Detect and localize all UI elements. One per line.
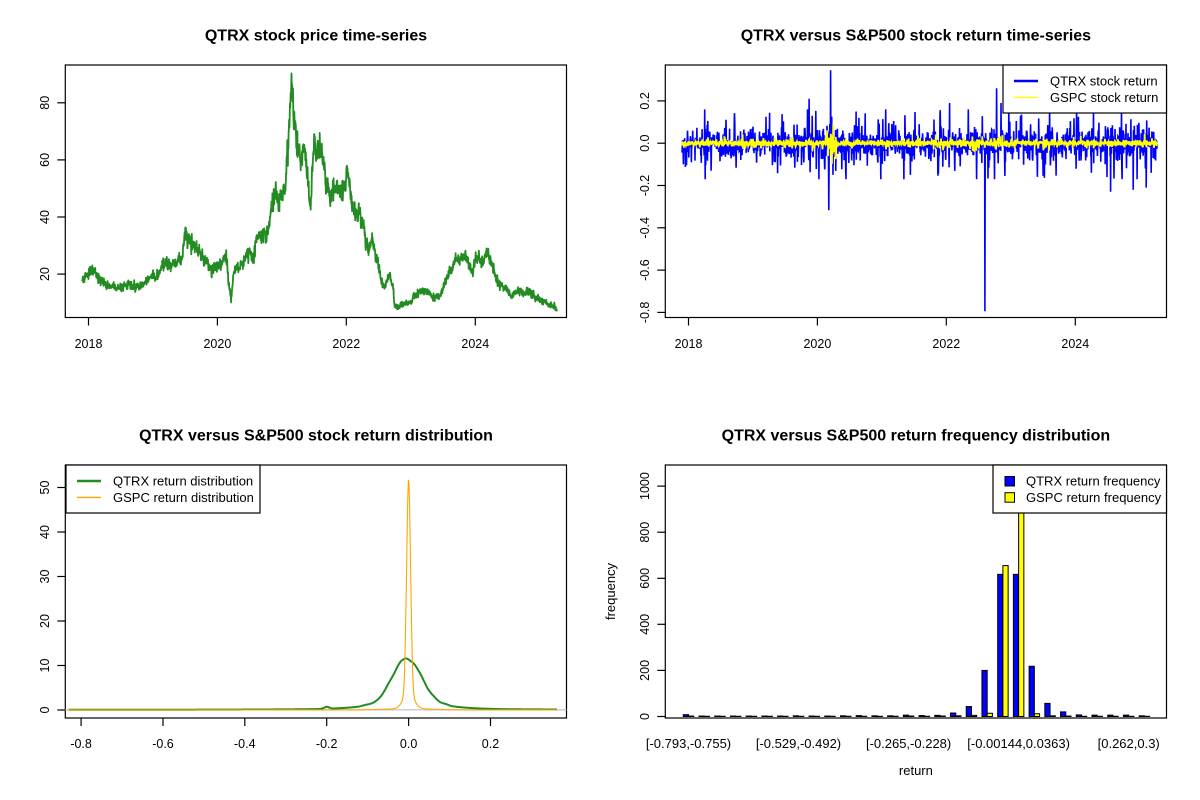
svg-text:400: 400 — [638, 614, 652, 635]
svg-text:QTRX versus S&P500 stock retur: QTRX versus S&P500 stock return time-ser… — [741, 28, 1091, 45]
svg-text:800: 800 — [638, 522, 652, 543]
svg-text:30: 30 — [38, 570, 52, 584]
svg-text:0.2: 0.2 — [638, 92, 652, 109]
svg-text:QTRX versus S&P500 stock retur: QTRX versus S&P500 stock return distribu… — [139, 428, 493, 445]
svg-text:2020: 2020 — [203, 337, 231, 351]
svg-text:-0.2: -0.2 — [316, 737, 338, 751]
svg-text:40: 40 — [38, 210, 52, 224]
svg-text:50: 50 — [38, 481, 52, 495]
svg-text:2024: 2024 — [1061, 337, 1089, 351]
svg-text:frequency: frequency — [603, 562, 618, 620]
svg-text:-0.8: -0.8 — [638, 302, 652, 324]
svg-text:return: return — [899, 763, 933, 778]
svg-text:0: 0 — [638, 713, 652, 720]
svg-text:20: 20 — [38, 267, 52, 281]
svg-text:2020: 2020 — [803, 337, 831, 351]
svg-text:[-0.265,-0.228): [-0.265,-0.228) — [866, 736, 951, 751]
svg-text:QTRX stock price time-series: QTRX stock price time-series — [205, 28, 427, 45]
svg-text:-0.2: -0.2 — [638, 175, 652, 197]
svg-text:-0.4: -0.4 — [638, 217, 652, 239]
svg-text:10: 10 — [38, 659, 52, 673]
svg-text:0.0: 0.0 — [400, 737, 417, 751]
svg-text:20: 20 — [38, 614, 52, 628]
svg-text:2022: 2022 — [932, 337, 960, 351]
svg-text:QTRX versus S&P500 return freq: QTRX versus S&P500 return frequency dist… — [722, 428, 1111, 445]
svg-text:0.0: 0.0 — [638, 134, 652, 151]
svg-text:2018: 2018 — [675, 337, 703, 351]
svg-text:80: 80 — [38, 96, 52, 110]
svg-text:-0.6: -0.6 — [152, 737, 174, 751]
svg-text:2018: 2018 — [75, 337, 103, 351]
svg-text:QTRX return distribution: QTRX return distribution — [113, 474, 253, 489]
svg-text:200: 200 — [638, 660, 652, 681]
svg-text:0.2: 0.2 — [482, 737, 499, 751]
svg-text:-0.8: -0.8 — [70, 737, 92, 751]
svg-text:1000: 1000 — [638, 472, 652, 500]
svg-text:[-0.00144,0.0363): [-0.00144,0.0363) — [967, 736, 1070, 751]
svg-text:QTRX stock return: QTRX stock return — [1050, 74, 1158, 89]
svg-text:0: 0 — [38, 706, 52, 713]
svg-text:QTRX return frequency: QTRX return frequency — [1026, 474, 1161, 489]
svg-text:2024: 2024 — [461, 337, 489, 351]
svg-text:40: 40 — [38, 525, 52, 539]
svg-text:GSPC return distribution: GSPC return distribution — [113, 490, 254, 505]
svg-text:60: 60 — [38, 153, 52, 167]
svg-text:[-0.793,-0.755): [-0.793,-0.755) — [646, 736, 731, 751]
svg-text:-0.4: -0.4 — [234, 737, 256, 751]
svg-text:GSPC return frequency: GSPC return frequency — [1026, 490, 1162, 505]
svg-text:[0.262,0.3): [0.262,0.3) — [1098, 736, 1160, 751]
svg-text:600: 600 — [638, 568, 652, 589]
svg-text:GSPC stock return: GSPC stock return — [1050, 90, 1158, 105]
svg-text:2022: 2022 — [332, 337, 360, 351]
svg-text:[-0.529,-0.492): [-0.529,-0.492) — [756, 736, 841, 751]
svg-text:-0.6: -0.6 — [638, 259, 652, 281]
